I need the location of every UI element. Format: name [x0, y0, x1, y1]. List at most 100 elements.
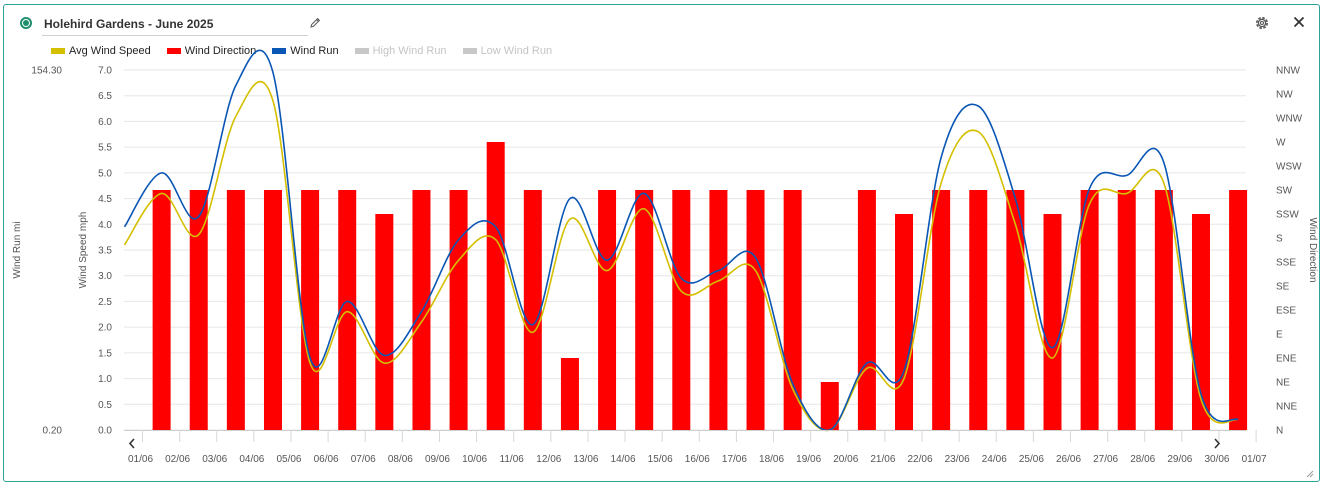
wind-speed-axis-title: Wind Speed mph	[78, 212, 89, 289]
legend-swatch	[272, 48, 287, 54]
wind-direction-tick-label: NNE	[1276, 402, 1297, 413]
wind-direction-bar	[1229, 190, 1248, 430]
close-icon[interactable]	[1291, 14, 1307, 30]
wind-speed-tick-label: 4.5	[98, 194, 112, 205]
wind-direction-bar	[895, 214, 914, 430]
wind-speed-tick-label: 3.5	[98, 246, 112, 257]
x-axis-tick-label: 27/06	[1093, 454, 1118, 465]
wind-direction-bar	[301, 190, 320, 430]
wind-direction-bar	[226, 190, 245, 430]
wind-direction-tick-label: ESE	[1276, 306, 1296, 317]
legend-item-low-wind-run[interactable]: Low Wind Run	[462, 45, 553, 57]
wind-speed-tick-label: 6.5	[98, 91, 112, 102]
wind-direction-bar	[263, 190, 282, 430]
wind-run-tick-label: 0.20	[43, 426, 63, 437]
wind-direction-bar	[932, 190, 951, 430]
x-axis-tick-label: 26/06	[1056, 454, 1081, 465]
legend-swatch	[354, 48, 369, 54]
x-axis-tick-label: 14/06	[611, 454, 636, 465]
wind-speed-tick-label: 2.0	[98, 323, 112, 334]
wind-direction-tick-label: NW	[1276, 90, 1293, 101]
x-axis-tick-label: 30/06	[1204, 454, 1229, 465]
wind-direction-tick-label: SSE	[1276, 258, 1296, 269]
wind-direction-bar	[1117, 190, 1136, 430]
wind-speed-tick-label: 1.5	[98, 348, 112, 359]
wind-direction-tick-label: N	[1276, 426, 1283, 437]
wind-direction-bar	[189, 190, 208, 430]
x-axis-tick-label: 21/06	[870, 454, 895, 465]
wind-direction-bar	[709, 190, 728, 430]
x-axis-tick-label: 24/06	[982, 454, 1007, 465]
x-axis-tick-label: 06/06	[314, 454, 339, 465]
x-axis-tick-label: 04/06	[239, 454, 264, 465]
wind-direction-bar	[486, 142, 505, 430]
x-axis-tick-label: 12/06	[536, 454, 561, 465]
legend-label: Low Wind Run	[480, 45, 553, 57]
x-axis-tick-label: 15/06	[648, 454, 673, 465]
wind-direction-bar	[1006, 190, 1025, 430]
wind-direction-tick-label: WNW	[1276, 114, 1303, 125]
legend-swatch	[51, 48, 65, 54]
x-axis-tick-label: 13/06	[573, 454, 598, 465]
wind-speed-tick-label: 5.0	[98, 168, 112, 179]
legend-label: Wind Direction	[184, 45, 257, 57]
wind-direction-bar	[783, 190, 802, 430]
wind-direction-tick-label: E	[1276, 330, 1283, 341]
wind-direction-tick-label: SE	[1276, 282, 1290, 293]
wind-direction-bar	[969, 190, 988, 430]
chevron-left-icon[interactable]	[128, 438, 135, 449]
wind-run-tick-label: 154.30	[31, 66, 62, 77]
x-axis-tick-label: 19/06	[796, 454, 821, 465]
legend-swatch	[462, 48, 477, 54]
wind-direction-tick-label: ENE	[1276, 354, 1297, 365]
gear-icon[interactable]	[1253, 14, 1271, 32]
wind-direction-bar	[672, 190, 691, 430]
chevron-right-icon[interactable]	[1214, 438, 1221, 449]
x-axis-tick-label: 22/06	[908, 454, 933, 465]
legend-item-avg-wind-speed[interactable]: Avg Wind Speed	[51, 45, 151, 57]
x-axis-tick-label: 01/07	[1242, 454, 1267, 465]
resize-grip-icon[interactable]	[1305, 469, 1314, 478]
wind-direction-bar	[820, 382, 839, 430]
x-axis-tick-label: 01/06	[128, 454, 153, 465]
wind-direction-bar	[338, 190, 357, 430]
x-axis-tick-label: 16/06	[685, 454, 710, 465]
wind-direction-bar	[560, 358, 579, 430]
x-axis-tick-label: 09/06	[425, 454, 450, 465]
pencil-icon[interactable]	[308, 16, 322, 30]
x-axis-tick-label: 23/06	[945, 454, 970, 465]
wind-direction-tick-label: WSW	[1276, 162, 1302, 173]
legend-label: Wind Run	[290, 45, 339, 57]
legend-label: High Wind Run	[372, 45, 447, 57]
wind-speed-tick-label: 2.5	[98, 297, 112, 308]
wind-direction-bar	[412, 190, 431, 430]
wind-direction-bar	[449, 190, 468, 430]
wind-direction-tick-label: W	[1276, 138, 1286, 149]
legend-label: Avg Wind Speed	[69, 45, 151, 57]
legend-item-wind-direction[interactable]: Wind Direction	[166, 45, 257, 57]
wind-direction-bar	[152, 190, 171, 430]
wind-direction-bar	[523, 190, 542, 430]
status-indicator-icon	[20, 17, 32, 29]
wind-direction-bar	[857, 190, 876, 430]
legend-item-wind-run[interactable]: Wind Run	[272, 45, 339, 57]
x-axis-tick-label: 02/06	[165, 454, 190, 465]
wind-direction-bar	[635, 190, 654, 430]
wind-direction-tick-label: NE	[1276, 378, 1290, 389]
wind-speed-tick-label: 0.0	[98, 426, 112, 437]
x-axis-tick-label: 29/06	[1167, 454, 1192, 465]
x-axis-tick-label: 17/06	[722, 454, 747, 465]
legend-item-high-wind-run[interactable]: High Wind Run	[354, 45, 447, 57]
chart-legend: Avg Wind Speed Wind Direction Wind Run H…	[51, 44, 568, 58]
wind-run-axis-title: Wind Run mi	[12, 221, 23, 278]
wind-speed-tick-label: 1.0	[98, 374, 112, 385]
wind-run-line	[123, 49, 1239, 432]
avg-wind-speed-line	[123, 80, 1239, 432]
x-axis-tick-label: 03/06	[202, 454, 227, 465]
wind-direction-bar	[1080, 190, 1099, 430]
wind-direction-bar	[598, 190, 617, 430]
wind-speed-tick-label: 4.0	[98, 220, 112, 231]
x-axis-tick-label: 07/06	[351, 454, 376, 465]
widget-title-input[interactable]	[42, 13, 308, 36]
